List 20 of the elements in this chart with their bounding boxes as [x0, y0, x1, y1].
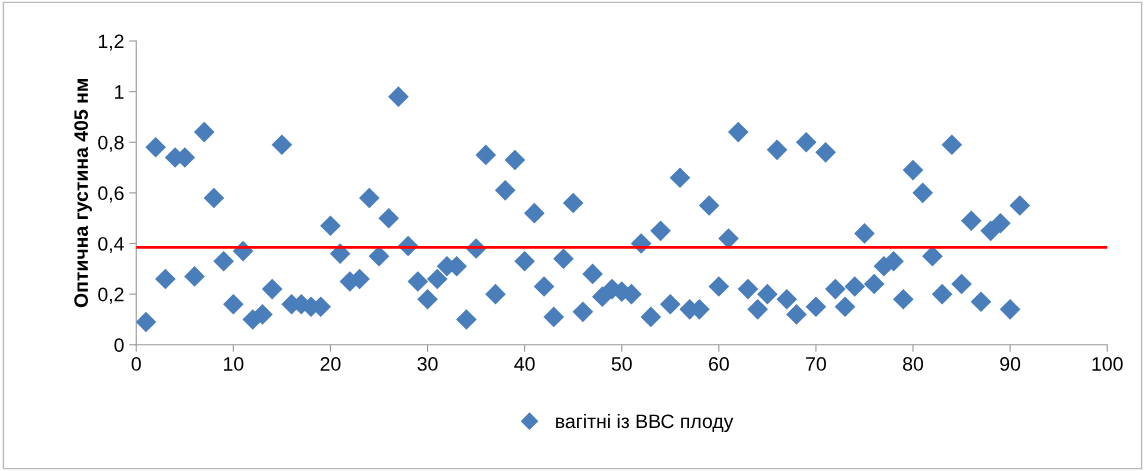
y-tick-label: 0,8	[98, 135, 124, 152]
x-tick-label: 20	[320, 357, 341, 371]
y-axis-title: Оптична густина 405 нм	[74, 79, 92, 308]
x-tick-label: 100	[1092, 357, 1123, 371]
y-tick-label: 1	[115, 85, 124, 99]
x-tick-label: 90	[1000, 357, 1021, 371]
y-tick-label: 0,4	[98, 236, 124, 254]
y-tick-label: 1,2	[98, 34, 124, 51]
y-tick-label: 0,6	[98, 186, 124, 203]
x-tick-label: 30	[417, 357, 438, 371]
y-tick-label: 0,2	[98, 287, 124, 304]
x-tick-label: 50	[611, 357, 632, 371]
x-tick-label: 10	[224, 357, 244, 371]
x-tick-label: 70	[806, 357, 826, 371]
x-tick-label: 40	[514, 357, 535, 371]
x-tick-label: 60	[709, 357, 729, 371]
x-tick-label: 0	[131, 357, 141, 371]
y-tick-label: 0	[114, 338, 124, 353]
legend-label: вагітні із ВВС плоду	[556, 413, 734, 433]
x-tick-label: 80	[903, 357, 924, 371]
